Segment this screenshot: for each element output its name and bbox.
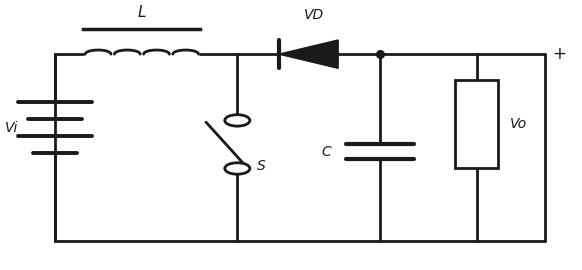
Text: Vi: Vi [5,121,18,134]
Circle shape [225,163,250,174]
Text: R: R [472,107,481,121]
Text: L: L [137,5,146,20]
Circle shape [225,115,250,126]
Bar [455,80,498,168]
Text: C: C [322,145,331,158]
Text: VD: VD [304,8,324,22]
Text: S: S [257,159,266,173]
Text: +: + [552,45,566,63]
Polygon shape [279,40,338,68]
Text: Vo: Vo [510,117,527,131]
